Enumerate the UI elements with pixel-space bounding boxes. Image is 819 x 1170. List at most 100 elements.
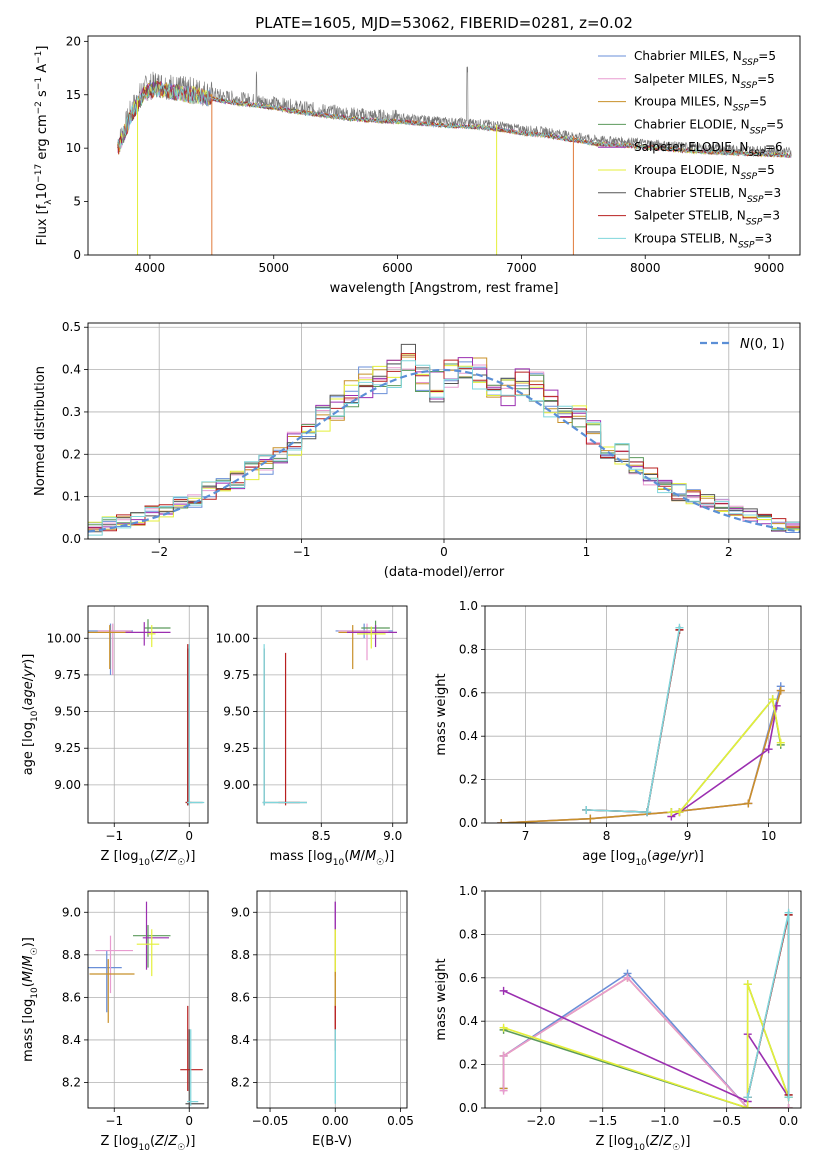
- y-tick-label: 8.8: [231, 948, 250, 962]
- y-tick-label: 8.6: [231, 990, 250, 1004]
- y-tick-label: 9.25: [223, 741, 250, 755]
- weight_vs_age-frame: [484, 605, 802, 824]
- y-tick-label: 10.00: [47, 631, 81, 645]
- y-tick-label: 9.0: [231, 905, 250, 919]
- spectrum-axes: 4000 5000 6000 7000 8000 9000 0 5 10 15 20 waveleng…: [34, 34, 784, 296]
- y-axis-label-part: mass weight: [434, 958, 449, 1040]
- y-tick-label: 15: [66, 88, 81, 102]
- y-axis-label-part: Normed distribution: [33, 366, 48, 496]
- x-tick-label: 5000: [258, 261, 289, 275]
- y-axis-label-part: −17: [34, 164, 44, 183]
- x-axis-label: Z [log10(Z/Z☉)]: [101, 1134, 196, 1153]
- weight-marker: [744, 799, 753, 808]
- x-tick-label: 9000: [754, 261, 785, 275]
- y-tick-label: 10: [66, 141, 81, 155]
- legend-entry: Kroupa MILES, NSSP=5: [634, 95, 767, 114]
- mass_vs_EBV-frame: [256, 890, 408, 1109]
- y-tick-label: 8.8: [62, 948, 81, 962]
- y-axis-label-part: mass [log: [21, 999, 36, 1062]
- legend-entry-part: =3: [754, 231, 772, 245]
- y-tick-label: 5: [73, 195, 81, 209]
- x-axis-label-part: Z: [662, 1134, 673, 1149]
- legend-entry: Chabrier MILES, NSSP=5: [634, 49, 776, 68]
- weight_vs_Z-lines: [499, 908, 793, 1108]
- legend-entry-part: =5: [749, 95, 767, 109]
- x-tick-label: −1.5: [588, 1114, 617, 1128]
- y-tick-label: 8.2: [231, 1075, 250, 1089]
- x-tick-label: −2: [150, 545, 168, 559]
- y-axis-label-part: M: [21, 955, 36, 966]
- x-axis-label-part: )]: [185, 849, 195, 864]
- legend-entry-part: =5: [758, 49, 776, 63]
- weight-marker: [764, 745, 773, 754]
- x-axis-label-part: ☉: [376, 858, 384, 868]
- y-tick-label: 8.2: [62, 1075, 81, 1089]
- x-tick-label: −1.0: [650, 1114, 679, 1128]
- y-axis-label-part: /: [21, 676, 36, 681]
- legend-entry-part: SSP: [748, 149, 765, 159]
- x-tick-label: 6000: [382, 261, 413, 275]
- weight-marker: [784, 1104, 793, 1108]
- legend-entry-part: SSP: [747, 195, 764, 205]
- y-tick-label: 0.2: [459, 1058, 478, 1072]
- normal-curve: [88, 368, 800, 533]
- weight-marker: [499, 1023, 508, 1032]
- age_vs_Z-frame: [87, 605, 209, 824]
- x-axis-label-part: Z [log: [596, 1134, 634, 1149]
- histograms: [88, 343, 800, 539]
- weight-marker: [499, 1051, 508, 1060]
- weight_vs_Z-frame: [484, 890, 802, 1109]
- x-axis-label-part: /: [361, 849, 366, 864]
- legend-entry: Chabrier STELIB, NSSP=3: [634, 186, 781, 205]
- y-axis-label-part: s: [35, 90, 50, 101]
- y-tick-label: 8.4: [231, 1033, 250, 1047]
- legend-entry-part: N: [740, 337, 750, 352]
- weight-marker: [776, 738, 785, 747]
- legend-entry-part: SSP: [738, 240, 755, 250]
- legend-entry-part: =3: [764, 186, 782, 200]
- x-tick-label: 0: [440, 545, 448, 559]
- weight-marker: [743, 1104, 752, 1108]
- y-axis-label: mass weight: [434, 673, 449, 755]
- x-tick-label: 0: [185, 1114, 193, 1128]
- legend-entry: Kroupa ELODIE, NSSP=5: [634, 163, 775, 182]
- x-axis-label-part: (: [344, 849, 349, 864]
- x-axis-label-part: Z: [167, 849, 178, 864]
- x-axis-label-part: yr: [680, 849, 696, 864]
- y-tick-label: 0.2: [62, 447, 81, 461]
- y-tick-label: 0.4: [62, 363, 81, 377]
- y-axis-label-part: −1: [34, 51, 44, 64]
- weight_vs_age-lines: [497, 623, 785, 823]
- weight-marker: [784, 1093, 793, 1102]
- age_vs_Z-crosses: [88, 619, 205, 806]
- x-tick-label: −0.5: [712, 1114, 741, 1128]
- y-tick-label: 9.50: [223, 705, 250, 719]
- x-axis-label-part: mass [log: [270, 849, 333, 864]
- legend-entry-part: Chabrier MILES, N: [634, 49, 742, 63]
- x-axis-label-part: (data-model)/error: [384, 565, 505, 580]
- x-tick-label: 0.00: [322, 1114, 349, 1128]
- legend-entry: Kroupa STELIB, NSSP=3: [634, 231, 772, 250]
- y-tick-label: 10.00: [216, 631, 250, 645]
- y-tick-label: 8.4: [62, 1033, 81, 1047]
- legend-entry: Salpeter STELIB, NSSP=3: [634, 209, 780, 228]
- x-axis-label-part: (: [647, 849, 652, 864]
- weight-marker: [582, 805, 591, 814]
- x-axis-label-part: )]: [680, 1134, 690, 1149]
- x-tick-label: 8.5: [312, 829, 331, 843]
- mass_vs_Z-crosses: [88, 901, 205, 1108]
- legend-entry-part: SSP: [733, 104, 750, 114]
- x-axis-label-part: 10: [635, 858, 647, 868]
- y-axis-label-part: Flux [f: [35, 204, 50, 245]
- x-axis-label-part: Z [log: [101, 849, 139, 864]
- y-tick-label: 0.8: [459, 642, 478, 656]
- x-tick-label: 9: [684, 829, 692, 843]
- x-tick-label: 0.05: [387, 1114, 414, 1128]
- y-tick-label: 0.8: [459, 927, 478, 941]
- weight-marker: [623, 973, 632, 982]
- y-axis-label: mass [log10(M/M☉)]: [21, 937, 40, 1062]
- mass_vs_Z-frame: [87, 890, 209, 1109]
- y-tick-label: 9.00: [223, 778, 250, 792]
- x-tick-label: 4000: [135, 261, 166, 275]
- x-tick-label: −2.0: [526, 1114, 555, 1128]
